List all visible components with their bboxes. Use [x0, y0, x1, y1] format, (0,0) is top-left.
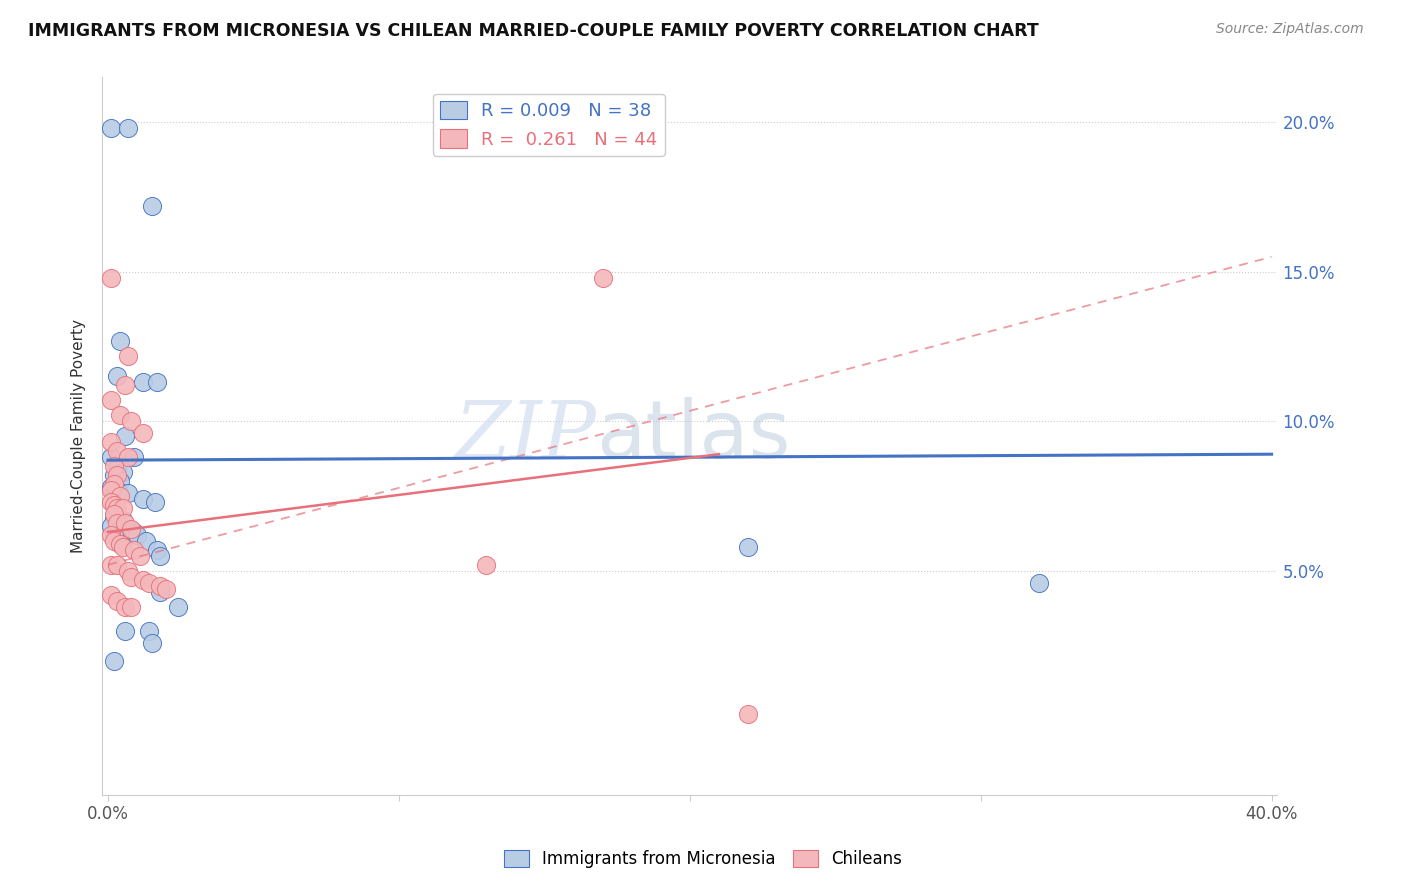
Point	[117, 486, 139, 500]
Point	[114, 429, 136, 443]
Point	[114, 599, 136, 614]
Point	[737, 540, 759, 554]
Point	[105, 516, 128, 530]
Point	[108, 409, 131, 423]
Point	[100, 270, 122, 285]
Point	[105, 483, 128, 497]
Point	[149, 549, 172, 563]
Point	[100, 495, 122, 509]
Point	[114, 516, 136, 530]
Point	[149, 579, 172, 593]
Point	[166, 599, 188, 614]
Point	[100, 450, 122, 465]
Point	[114, 624, 136, 638]
Point	[592, 270, 614, 285]
Point	[120, 522, 142, 536]
Point	[100, 435, 122, 450]
Text: IMMIGRANTS FROM MICRONESIA VS CHILEAN MARRIED-COUPLE FAMILY POVERTY CORRELATION : IMMIGRANTS FROM MICRONESIA VS CHILEAN MA…	[28, 22, 1039, 40]
Point	[105, 369, 128, 384]
Point	[149, 584, 172, 599]
Point	[132, 426, 155, 441]
Point	[100, 558, 122, 572]
Point	[111, 513, 134, 527]
Point	[100, 519, 122, 533]
Point	[120, 599, 142, 614]
Point	[108, 537, 131, 551]
Point	[111, 501, 134, 516]
Point	[146, 376, 169, 390]
Point	[146, 542, 169, 557]
Point	[103, 498, 125, 512]
Point	[1028, 575, 1050, 590]
Point	[138, 624, 160, 638]
Point	[155, 582, 177, 596]
Point	[132, 376, 155, 390]
Point	[122, 542, 145, 557]
Point	[105, 468, 128, 483]
Point	[100, 528, 122, 542]
Point	[117, 450, 139, 465]
Point	[129, 549, 152, 563]
Point	[111, 465, 134, 479]
Point	[117, 524, 139, 539]
Point	[132, 491, 155, 506]
Point	[103, 507, 125, 521]
Point	[120, 570, 142, 584]
Point	[103, 533, 125, 548]
Point	[105, 444, 128, 458]
Point	[132, 573, 155, 587]
Point	[143, 495, 166, 509]
Point	[117, 121, 139, 136]
Point	[103, 459, 125, 474]
Point	[103, 653, 125, 667]
Text: Source: ZipAtlas.com: Source: ZipAtlas.com	[1216, 22, 1364, 37]
Point	[117, 564, 139, 578]
Point	[100, 480, 122, 494]
Point	[108, 334, 131, 348]
Point	[138, 575, 160, 590]
Point	[105, 593, 128, 607]
Point	[135, 533, 157, 548]
Point	[108, 474, 131, 488]
Legend: Immigrants from Micronesia, Chileans: Immigrants from Micronesia, Chileans	[498, 843, 908, 875]
Y-axis label: Married-Couple Family Poverty: Married-Couple Family Poverty	[72, 319, 86, 553]
Point	[111, 540, 134, 554]
Point	[103, 528, 125, 542]
Point	[105, 501, 128, 516]
Point	[108, 489, 131, 503]
Text: atlas: atlas	[596, 397, 790, 475]
Point	[122, 524, 145, 539]
Point	[100, 483, 122, 497]
Text: ZIP: ZIP	[454, 398, 596, 475]
Point	[100, 393, 122, 408]
Legend: R = 0.009   N = 38, R =  0.261   N = 44: R = 0.009 N = 38, R = 0.261 N = 44	[433, 94, 665, 156]
Point	[141, 635, 163, 649]
Point	[108, 522, 131, 536]
Point	[141, 199, 163, 213]
Point	[127, 528, 149, 542]
Point	[103, 468, 125, 483]
Point	[103, 510, 125, 524]
Point	[105, 462, 128, 476]
Point	[103, 477, 125, 491]
Point	[100, 588, 122, 602]
Point	[114, 378, 136, 392]
Point	[122, 450, 145, 465]
Point	[105, 558, 128, 572]
Point	[475, 558, 498, 572]
Point	[737, 707, 759, 722]
Point	[117, 349, 139, 363]
Point	[100, 121, 122, 136]
Point	[120, 414, 142, 428]
